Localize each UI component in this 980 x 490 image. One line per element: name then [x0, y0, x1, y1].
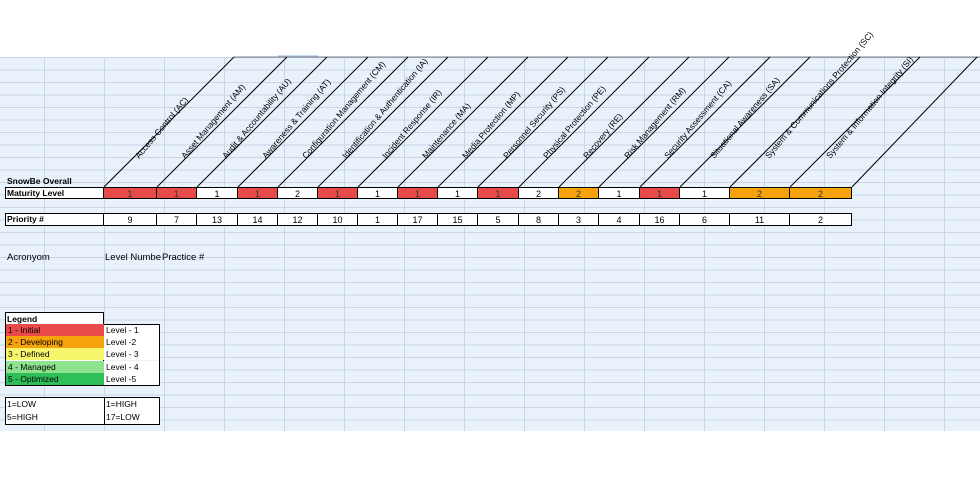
- priority-cell[interactable]: 2: [790, 213, 852, 226]
- header-divider-line: [437, 56, 569, 188]
- priority-cell[interactable]: 16: [640, 213, 680, 226]
- header-divider-line: [196, 56, 328, 188]
- header-divider-line: [598, 56, 730, 188]
- impact-scale-low: 1=LOW: [7, 399, 37, 409]
- priority-row-label: Priority #: [7, 214, 44, 224]
- maturity-cell[interactable]: 2: [559, 187, 599, 199]
- maturity-cell[interactable]: 2: [790, 187, 852, 199]
- priority-cell[interactable]: 4: [599, 213, 640, 226]
- priority-cell[interactable]: 15: [438, 213, 478, 226]
- legend-level-name: Level - 3: [104, 348, 159, 361]
- maturity-cell[interactable]: 2: [519, 187, 559, 199]
- maturity-cell[interactable]: 1: [478, 187, 519, 199]
- maturity-cell[interactable]: 2: [278, 187, 318, 199]
- impact-scale-high: 5=HIGH: [7, 412, 38, 422]
- sheet-title: SnowBe Overall: [7, 176, 72, 186]
- priority-scale-box: [104, 397, 160, 425]
- header-divider-line: [729, 56, 861, 188]
- header-divider-line: [357, 56, 489, 188]
- priority-cell[interactable]: 14: [238, 213, 278, 226]
- legend-level-name: Level -2: [104, 336, 159, 349]
- priority-cell[interactable]: 17: [398, 213, 438, 226]
- maturity-cell[interactable]: 1: [157, 187, 197, 199]
- maturity-cell[interactable]: 1: [680, 187, 730, 199]
- priority-scale-high: 1=HIGH: [106, 399, 137, 409]
- header-divider-line: [518, 56, 650, 188]
- header-divider-line: [317, 56, 449, 188]
- legend-level-swatch: 5 - Optimized: [6, 372, 104, 385]
- legend-title: Legend: [7, 314, 38, 324]
- priority-row-label-cell[interactable]: [5, 213, 104, 226]
- maturity-row-label: Maturity Level: [7, 188, 65, 198]
- maturity-cell[interactable]: 1: [398, 187, 438, 199]
- legend-level-name: Level -5: [104, 372, 159, 385]
- practice-column-header[interactable]: Practice #: [162, 252, 205, 263]
- legend-levels-box: [104, 324, 160, 386]
- header-divider-line: [558, 56, 690, 188]
- maturity-row-label-cell[interactable]: [5, 187, 104, 199]
- legend-level-swatch: 3 - Defined: [6, 348, 104, 361]
- maturity-cell[interactable]: 2: [730, 187, 790, 199]
- maturity-cell[interactable]: 1: [358, 187, 398, 199]
- priority-cell[interactable]: 1: [358, 213, 398, 226]
- priority-cell[interactable]: 8: [519, 213, 559, 226]
- legend-level-swatch: 1 - Initial: [6, 324, 104, 336]
- header-divider-line: [851, 56, 978, 188]
- spreadsheet-grid[interactable]: [0, 57, 980, 431]
- legend-level-swatch: 4 - Managed: [6, 360, 104, 373]
- impact-scale-box: [5, 397, 104, 425]
- maturity-cell[interactable]: 1: [318, 187, 358, 199]
- maturity-cell[interactable]: 1: [104, 187, 157, 199]
- legend-level-name: Level - 4: [104, 360, 159, 373]
- maturity-cell[interactable]: 1: [438, 187, 478, 199]
- priority-cell[interactable]: 6: [680, 213, 730, 226]
- priority-cell[interactable]: 9: [104, 213, 157, 226]
- header-divider-line: [477, 56, 609, 188]
- priority-scale-low: 17=LOW: [106, 412, 140, 422]
- priority-cell[interactable]: 3: [559, 213, 599, 226]
- header-divider-line: [103, 56, 235, 188]
- header-divider-line: [156, 56, 288, 188]
- legend-level-name: Level - 1: [104, 324, 159, 336]
- priority-cell[interactable]: 7: [157, 213, 197, 226]
- level-number-column-header[interactable]: Level Numbe: [105, 252, 161, 263]
- maturity-cell[interactable]: 1: [640, 187, 680, 199]
- header-divider-line: [397, 56, 529, 188]
- priority-cell[interactable]: 12: [278, 213, 318, 226]
- maturity-cell[interactable]: 1: [238, 187, 278, 199]
- maturity-cell[interactable]: 1: [599, 187, 640, 199]
- legend-level-swatch: 2 - Developing: [6, 336, 104, 349]
- header-divider-line: [639, 56, 771, 188]
- header-divider-line: [789, 56, 921, 188]
- column-selection-indicator: [278, 55, 318, 58]
- header-divider-line: [277, 56, 409, 188]
- header-divider-line: [679, 56, 811, 188]
- priority-cell[interactable]: 13: [197, 213, 238, 226]
- header-divider-line: [237, 56, 369, 188]
- maturity-cell[interactable]: 1: [197, 187, 238, 199]
- priority-cell[interactable]: 5: [478, 213, 519, 226]
- priority-cell[interactable]: 11: [730, 213, 790, 226]
- priority-cell[interactable]: 10: [318, 213, 358, 226]
- acronym-column-header[interactable]: Acronyom: [7, 252, 50, 263]
